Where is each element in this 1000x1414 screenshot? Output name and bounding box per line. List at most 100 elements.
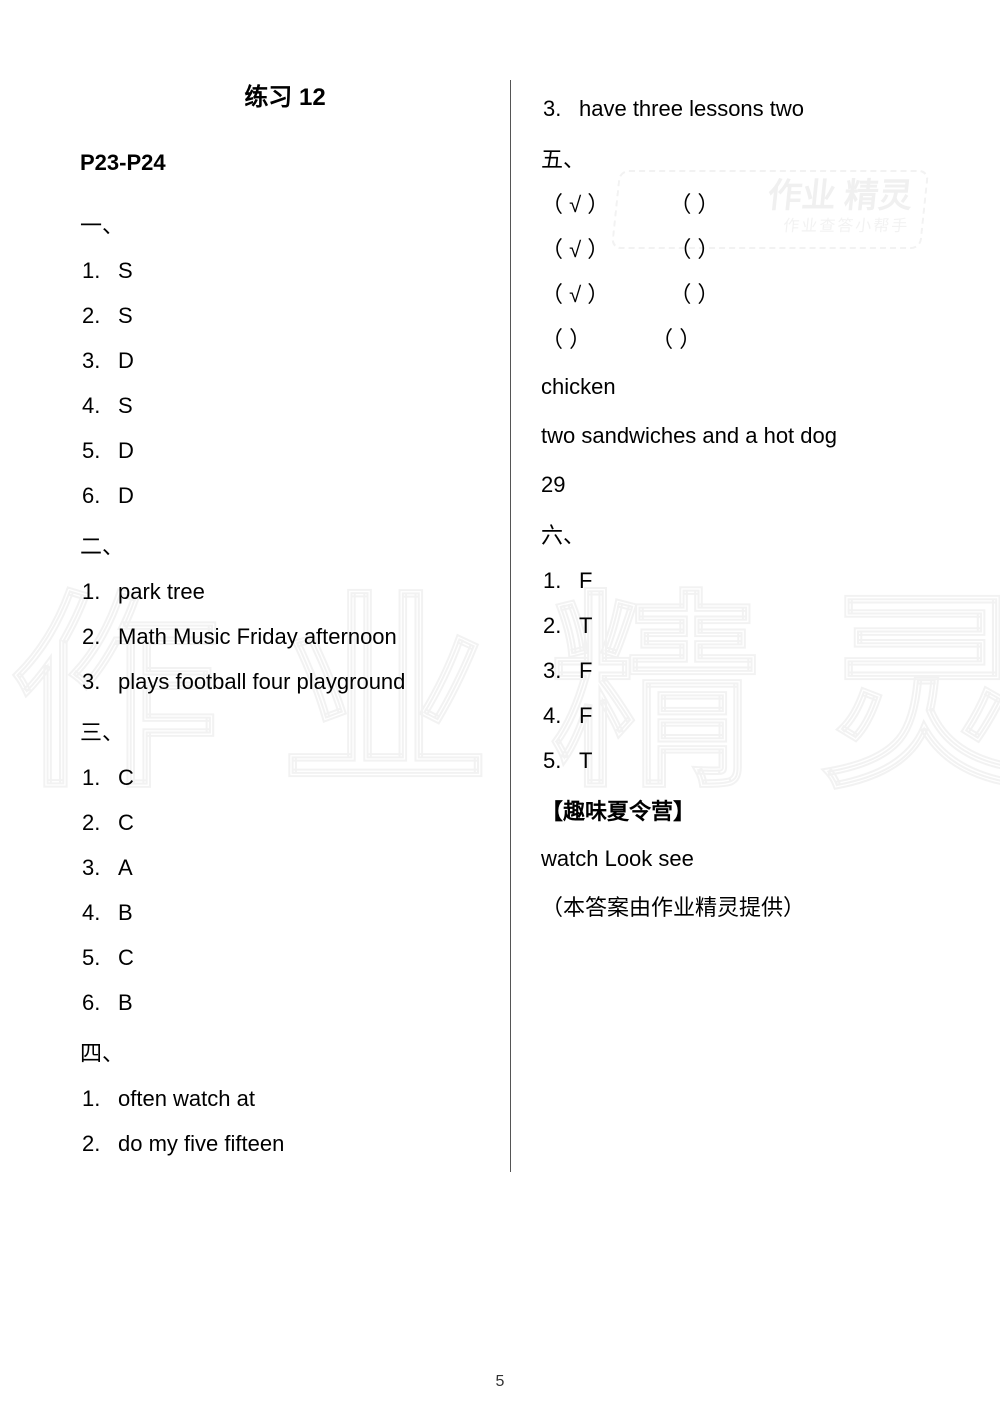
- item-answer: park tree: [118, 575, 205, 608]
- exercise-title: 练习 12: [80, 80, 490, 116]
- item-answer: A: [118, 851, 133, 884]
- list-item: 2.T: [543, 609, 920, 642]
- section-5-grid: （ √ ） （ ） （ √ ） （ ） （ √ ） （ ） （ ） （ ）: [541, 188, 920, 356]
- answer-attribution: （本答案由作业精灵提供）: [541, 891, 920, 924]
- list-item: 3.have three lessons two: [543, 92, 920, 125]
- section-1-head: 一、: [80, 209, 490, 242]
- item-answer: F: [579, 699, 592, 732]
- item-number: 1.: [82, 575, 118, 608]
- item-number: 5.: [82, 434, 118, 467]
- section-3-list: 1.C 2.C 3.A 4.B 5.C 6.B: [80, 761, 490, 1019]
- tick-row: （ √ ） （ ）: [541, 233, 920, 266]
- list-item: 5.C: [82, 941, 490, 974]
- item-number: 4.: [82, 896, 118, 929]
- list-item: 2.C: [82, 806, 490, 839]
- list-item: 4.B: [82, 896, 490, 929]
- item-number: 2.: [82, 806, 118, 839]
- list-item: 3.A: [82, 851, 490, 884]
- item-answer: D: [118, 344, 134, 377]
- left-column: 练习 12 P23-P24 一、 1.S 2.S 3.D 4.S 5.D 6.D…: [80, 80, 510, 1172]
- item-number: 5.: [82, 941, 118, 974]
- item-answer: S: [118, 389, 133, 422]
- list-item: 4.F: [543, 699, 920, 732]
- tick-cell: （ √ ）: [541, 233, 609, 266]
- item-number: 3.: [543, 654, 579, 687]
- item-number: 1.: [82, 254, 118, 287]
- page-reference: P23-P24: [80, 146, 490, 179]
- item-answer: S: [118, 299, 133, 332]
- item-number: 1.: [82, 1082, 118, 1115]
- right-column: 3.have three lessons two 五、 （ √ ） （ ） （ …: [510, 80, 940, 1172]
- section-5-extra: two sandwiches and a hot dog: [541, 419, 920, 452]
- item-answer: D: [118, 479, 134, 512]
- item-answer: do my five fifteen: [118, 1127, 284, 1160]
- tick-cell: （ ）: [541, 323, 591, 356]
- tick-row: （ ） （ ）: [541, 323, 920, 356]
- section-1-list: 1.S 2.S 3.D 4.S 5.D 6.D: [80, 254, 490, 512]
- list-item: 6.B: [82, 986, 490, 1019]
- page-number: 5: [496, 1370, 505, 1394]
- item-answer: plays football four playground: [118, 665, 405, 698]
- list-item: 3.F: [543, 654, 920, 687]
- list-item: 1.F: [543, 564, 920, 597]
- tick-cell: （ ）: [669, 278, 719, 311]
- item-answer: B: [118, 896, 133, 929]
- list-item: 6.D: [82, 479, 490, 512]
- item-number: 4.: [82, 389, 118, 422]
- section-4-list: 1.often watch at 2.do my five fifteen: [80, 1082, 490, 1160]
- item-number: 2.: [82, 299, 118, 332]
- tick-cell: （ ）: [651, 323, 701, 356]
- list-item: 1.S: [82, 254, 490, 287]
- item-number: 3.: [82, 851, 118, 884]
- item-answer: often watch at: [118, 1082, 255, 1115]
- item-number: 5.: [543, 744, 579, 777]
- item-answer: T: [579, 744, 592, 777]
- item-number: 2.: [82, 1127, 118, 1160]
- section-4-cont: 3.have three lessons two: [541, 92, 920, 125]
- section-2-head: 二、: [80, 530, 490, 563]
- list-item: 3.D: [82, 344, 490, 377]
- tick-cell: （ √ ）: [541, 278, 609, 311]
- item-answer: have three lessons two: [579, 92, 804, 125]
- item-answer: D: [118, 434, 134, 467]
- list-item: 1.C: [82, 761, 490, 794]
- section-3-head: 三、: [80, 716, 490, 749]
- tick-row: （ √ ） （ ）: [541, 188, 920, 221]
- item-number: 3.: [543, 92, 579, 125]
- item-number: 2.: [82, 620, 118, 653]
- fun-camp-answer: watch Look see: [541, 842, 920, 875]
- section-6-head: 六、: [541, 519, 920, 552]
- section-5-head: 五、: [541, 143, 920, 176]
- fun-camp-title: 【趣味夏令营】: [541, 795, 920, 828]
- item-answer: B: [118, 986, 133, 1019]
- item-answer: Math Music Friday afternoon: [118, 620, 397, 653]
- item-answer: T: [579, 609, 592, 642]
- list-item: 2.do my five fifteen: [82, 1127, 490, 1160]
- tick-cell: （ ）: [669, 188, 719, 221]
- item-number: 2.: [543, 609, 579, 642]
- item-number: 3.: [82, 344, 118, 377]
- item-number: 1.: [543, 564, 579, 597]
- item-answer: C: [118, 941, 134, 974]
- item-answer: C: [118, 806, 134, 839]
- section-5-extra: 29: [541, 468, 920, 501]
- item-answer: F: [579, 654, 592, 687]
- item-number: 4.: [543, 699, 579, 732]
- section-2-list: 1.park tree 2.Math Music Friday afternoo…: [80, 575, 490, 698]
- item-number: 3.: [82, 665, 118, 698]
- list-item: 1.often watch at: [82, 1082, 490, 1115]
- section-4-head: 四、: [80, 1037, 490, 1070]
- section-6-list: 1.F 2.T 3.F 4.F 5.T: [541, 564, 920, 777]
- item-number: 1.: [82, 761, 118, 794]
- tick-cell: （ ）: [669, 233, 719, 266]
- list-item: 2.Math Music Friday afternoon: [82, 620, 490, 653]
- item-answer: C: [118, 761, 134, 794]
- page-content: 练习 12 P23-P24 一、 1.S 2.S 3.D 4.S 5.D 6.D…: [0, 0, 1000, 1212]
- list-item: 1.park tree: [82, 575, 490, 608]
- list-item: 5.T: [543, 744, 920, 777]
- item-number: 6.: [82, 986, 118, 1019]
- list-item: 5.D: [82, 434, 490, 467]
- tick-row: （ √ ） （ ）: [541, 278, 920, 311]
- item-answer: F: [579, 564, 592, 597]
- item-answer: S: [118, 254, 133, 287]
